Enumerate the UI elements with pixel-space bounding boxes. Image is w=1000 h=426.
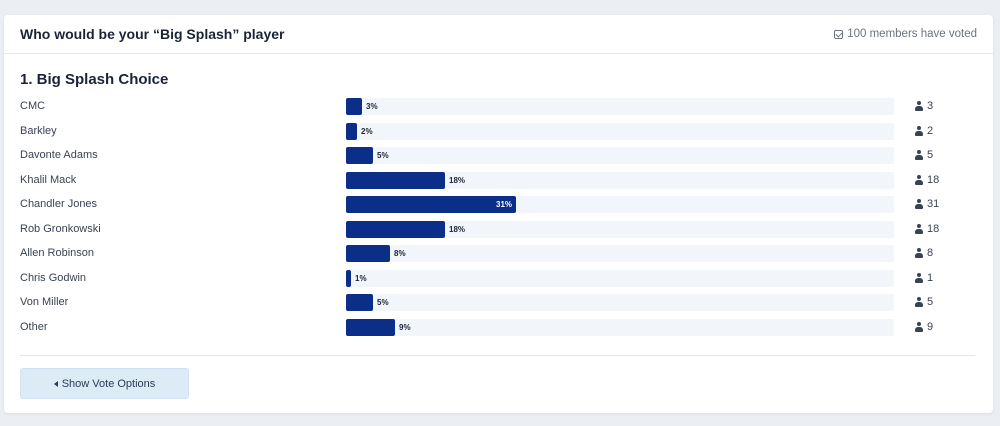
vote-count: 1 — [915, 272, 933, 284]
result-bar-track: 5% — [346, 294, 894, 311]
percent-label: 1% — [355, 273, 367, 283]
vote-count-value: 9 — [927, 320, 934, 333]
vote-count: 18 — [915, 174, 939, 186]
option-label: Barkley — [20, 124, 57, 137]
result-bar-track: 9% — [346, 318, 894, 336]
user-icon — [915, 223, 923, 234]
result-bar-fill — [346, 245, 390, 262]
show-vote-options-label: Show Vote Options — [61, 377, 156, 390]
vote-count-value: 2 — [927, 124, 934, 137]
result-bar-track: 3% — [346, 98, 894, 115]
percent-label: 3% — [366, 102, 378, 111]
vote-count-value: 1 — [927, 271, 934, 284]
user-icon — [915, 321, 923, 332]
option-label: Allen Robinson — [20, 247, 94, 259]
vote-count: 5 — [915, 296, 933, 308]
result-bar-fill — [346, 122, 357, 140]
poll-option-row: Chris Godwin 1% 1 — [20, 269, 980, 288]
vote-count-value: 5 — [927, 296, 934, 308]
vote-count: 2 — [915, 125, 933, 137]
user-icon — [915, 125, 923, 136]
result-bar-fill — [346, 147, 373, 164]
result-bar-track: 2% — [346, 122, 894, 140]
percent-label: 18% — [449, 175, 466, 185]
vote-count: 18 — [915, 223, 939, 235]
poll-option-row: Chandler Jones 31% 31 — [20, 196, 980, 214]
result-bar-track: 31% — [346, 196, 894, 213]
option-label: Other — [20, 320, 48, 333]
poll-option-row: Rob Gronkowski 18% 18 — [20, 220, 980, 239]
result-bar-track: 18% — [346, 171, 894, 189]
poll-option-row: Barkley 2% 2 — [20, 122, 980, 141]
vote-count-value: 5 — [927, 149, 934, 161]
vote-count: 31 — [915, 198, 939, 210]
percent-label: 31% — [496, 200, 513, 209]
vote-count-value: 8 — [927, 247, 934, 259]
vote-count-value: 31 — [927, 198, 940, 210]
result-bar-fill — [346, 171, 445, 189]
caret-left-icon — [53, 380, 58, 387]
user-icon — [915, 174, 923, 185]
vote-count-value: 18 — [927, 222, 940, 235]
vote-count: 9 — [915, 321, 933, 333]
vote-count: 5 — [915, 149, 933, 161]
user-icon — [915, 150, 923, 160]
user-icon — [915, 272, 923, 283]
user-icon — [915, 248, 923, 258]
poll-option-row: Khalil Mack 18% 18 — [20, 171, 980, 190]
result-bar-fill — [346, 220, 445, 238]
result-bar-fill — [346, 196, 516, 213]
result-bar-track: 5% — [346, 147, 894, 164]
poll-option-row: Allen Robinson 8% 8 — [20, 245, 980, 263]
percent-label: 5% — [377, 151, 389, 160]
vote-count: 3 — [915, 100, 933, 112]
poll-card: Who would be your “Big Splash” player 10… — [4, 15, 993, 413]
option-label: Khalil Mack — [20, 173, 77, 186]
poll-option-row: Davonte Adams 5% 5 — [20, 147, 980, 165]
divider — [20, 355, 975, 356]
poll-header: Who would be your “Big Splash” player 10… — [4, 15, 993, 54]
result-bar-fill — [346, 269, 351, 287]
percent-label: 5% — [377, 298, 389, 307]
user-icon — [915, 297, 923, 307]
option-label: CMC — [20, 100, 46, 112]
vote-count-value: 3 — [927, 100, 934, 112]
show-vote-options-button[interactable]: Show Vote Options — [20, 368, 189, 399]
result-bar-track: 18% — [346, 220, 894, 238]
vote-count-value: 18 — [927, 173, 940, 186]
result-bar-track: 8% — [346, 245, 894, 262]
option-label: Chris Godwin — [20, 271, 87, 284]
result-bar-fill — [346, 318, 395, 336]
voted-count: 100 members have voted — [834, 28, 977, 40]
percent-label: 2% — [361, 126, 373, 136]
user-icon — [915, 101, 923, 111]
vote-count: 8 — [915, 247, 933, 259]
poll-option-row: CMC 3% 3 — [20, 98, 980, 116]
result-bar-fill — [346, 294, 373, 311]
percent-label: 9% — [399, 322, 411, 332]
poll-option-row: Von Miller 5% 5 — [20, 294, 980, 312]
percent-label: 8% — [394, 249, 406, 258]
percent-label: 18% — [449, 224, 466, 234]
question-title: 1. Big Splash Choice — [20, 71, 169, 88]
result-bar-fill — [346, 98, 362, 115]
check-square-icon — [834, 29, 844, 39]
option-label: Rob Gronkowski — [20, 222, 101, 235]
user-icon — [915, 199, 923, 209]
option-label: Von Miller — [20, 296, 69, 308]
poll-option-row: Other 9% 9 — [20, 318, 980, 337]
result-bar-track: 1% — [346, 269, 894, 287]
poll-title: Who would be your “Big Splash” player — [20, 26, 285, 42]
voted-text: 100 members have voted — [847, 28, 977, 40]
option-label: Chandler Jones — [20, 198, 98, 210]
option-label: Davonte Adams — [20, 149, 98, 161]
